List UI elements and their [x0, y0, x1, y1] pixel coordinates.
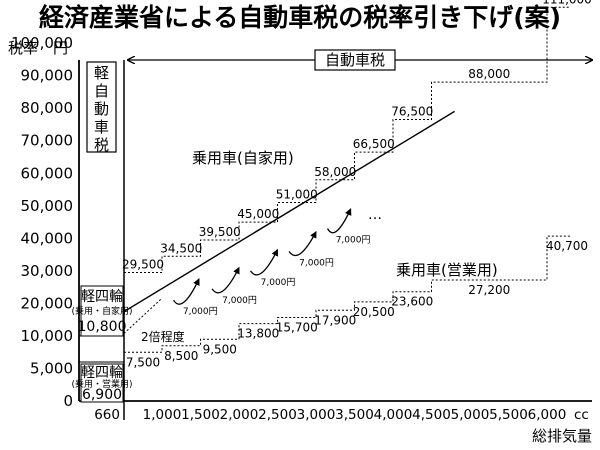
data-label: 15,700: [276, 320, 318, 334]
x-tick-label: 660: [94, 407, 120, 423]
kei-bracket-box: [86, 61, 117, 153]
y-tick-label: 5,000: [30, 360, 73, 378]
y-tick-label: 40,000: [21, 229, 74, 247]
data-label: 51,000: [276, 188, 318, 202]
kei-private-label: 軽四輪: [81, 288, 123, 305]
reduction-label: 7,000円: [183, 306, 218, 317]
kei-bracket-char: 自: [94, 82, 109, 100]
kei-business-label: 軽四輪: [81, 364, 123, 381]
reduction-arrow: [250, 248, 279, 276]
y-unit-label: 税率 円: [8, 39, 68, 57]
data-label: 34,500: [160, 241, 202, 255]
twice-annotation: 2倍程度: [141, 329, 185, 344]
y-tick-label: 100,000: [11, 34, 73, 52]
x-tick-label: 3,000: [297, 407, 336, 423]
series-label-business: 乗用車(営業用): [396, 261, 498, 279]
kei-private-box: [80, 285, 124, 337]
data-label: 40,700: [546, 239, 588, 253]
data-label: 7,500: [126, 355, 160, 369]
y-tick-label: 90,000: [21, 67, 74, 85]
chart-title: 経済産業省による自動車税の税率引き下げ(案): [38, 3, 562, 32]
data-label: 58,000: [314, 165, 356, 179]
data-label: 23,600: [391, 295, 433, 309]
x-unit-label: cc: [574, 407, 589, 423]
data-label: 76,500: [391, 105, 433, 119]
reduction-arrow: [288, 230, 317, 257]
series-step-line: [124, 235, 571, 353]
series-label-private: 乗用車(自家用): [192, 149, 294, 167]
x-axis-label: 総排気量: [532, 427, 592, 445]
reduction-arrow: [211, 266, 240, 294]
data-label: 66,500: [353, 137, 395, 151]
x-tick-label: 5,000: [451, 407, 490, 423]
twice-guide-line: [123, 297, 163, 334]
data-label: 17,900: [314, 313, 356, 327]
kei-bracket-char: 軽: [94, 64, 109, 82]
jidousha-bracket-box: [314, 49, 396, 71]
data-label: 29,500: [122, 258, 164, 272]
data-label: 13,800: [237, 327, 279, 341]
kei-business-value: 6,900: [82, 387, 122, 403]
data-label: 39,500: [199, 225, 241, 239]
y-tick-label: 60,000: [21, 164, 74, 182]
y-tick-label: 20,000: [21, 294, 74, 312]
y-tick-label: 80,000: [21, 99, 74, 117]
reduction-label: 7,000円: [299, 257, 334, 268]
kei-private-value: 10,800: [78, 319, 127, 335]
y-tick-label: 50,000: [21, 197, 74, 215]
x-tick-label: 1,500: [181, 407, 220, 423]
kei-business-sub: (乗用・営業用): [71, 378, 132, 390]
kei-private-sub: (乗用・自家用): [71, 305, 132, 317]
y-tick-label: 70,000: [21, 132, 74, 150]
y-tick-label: 30,000: [21, 262, 74, 280]
reduction-label: 7,000円: [261, 277, 296, 288]
x-tick-label: 4,500: [412, 407, 451, 423]
x-tick-label: 5,500: [489, 407, 528, 423]
reduction-arrow: [326, 208, 352, 234]
kei-bracket-char: 動: [94, 100, 109, 118]
x-tick-label: 6,000: [528, 407, 567, 423]
data-label: 45,000: [237, 207, 279, 221]
data-label: 9,500: [203, 342, 237, 356]
data-label: 88,000: [468, 67, 510, 81]
x-tick-label: 4,000: [374, 407, 413, 423]
jidousha-bracket-label: 自動車税: [325, 51, 385, 69]
data-label: 27,200: [468, 283, 510, 297]
reduction-label: 7,000円: [222, 295, 257, 306]
x-tick-label: 1,000: [143, 407, 182, 423]
reduction-arrow: [172, 278, 200, 305]
x-tick-label: 2,500: [258, 407, 297, 423]
y-tick-label: 0: [63, 392, 73, 410]
kei-bracket-char: 税: [94, 136, 109, 154]
data-label: 8,500: [164, 349, 198, 363]
series-step-line: [124, 6, 571, 274]
data-label: 20,500: [353, 305, 395, 319]
x-tick-label: 3,500: [335, 407, 374, 423]
x-tick-label: 2,000: [220, 407, 259, 423]
kei-business-box: [80, 363, 124, 403]
reduction-label: 7,000円: [336, 235, 371, 246]
proposal-trend-line: [123, 110, 455, 313]
ellipsis-annotation: …: [368, 207, 382, 223]
y-tick-label: 10,000: [21, 327, 74, 345]
data-label: 111,000: [542, 0, 592, 6]
kei-bracket-char: 車: [94, 118, 109, 136]
